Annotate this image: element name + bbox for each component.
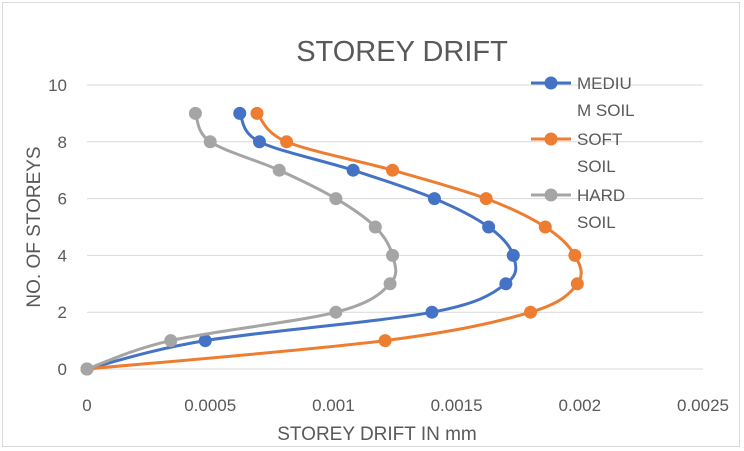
legend-label: HARD: [577, 186, 625, 205]
data-point: [570, 277, 584, 291]
data-point: [280, 135, 294, 149]
data-point: [427, 192, 441, 206]
data-point: [538, 220, 552, 234]
x-tick-label: 0: [82, 396, 91, 415]
y-tick-label: 6: [58, 190, 67, 209]
data-point: [203, 135, 217, 149]
x-axis-title: STOREY DRIFT IN mm: [277, 424, 477, 445]
series-line: [86, 112, 583, 371]
legend-label: MEDIU: [577, 74, 632, 93]
legend-marker: [544, 132, 558, 146]
series-group: [80, 106, 584, 376]
data-point: [272, 163, 286, 177]
y-axis-title: NO. OF STOREYS: [24, 146, 45, 307]
legend-label: SOFT: [577, 130, 622, 149]
data-point: [252, 135, 266, 149]
y-tick-label: 8: [58, 133, 67, 152]
legend: MEDIU M SOIL SOFT SOIL HARD SOIL: [531, 74, 635, 232]
legend-label: M SOIL: [577, 101, 635, 120]
data-point: [368, 220, 382, 234]
series-soft-soil: [80, 106, 584, 376]
series-hard-soil: [80, 106, 400, 376]
data-point: [499, 277, 513, 291]
data-point: [188, 106, 202, 120]
legend-label: SOIL: [577, 213, 616, 232]
data-point: [383, 277, 397, 291]
data-point: [198, 334, 212, 348]
data-point: [378, 334, 392, 348]
y-tick-label: 2: [58, 303, 67, 322]
y-tick-label: 0: [58, 360, 67, 379]
chart-title: STOREY DRIFT: [296, 36, 508, 68]
legend-item: MEDIU M SOIL: [531, 74, 635, 120]
x-axis-ticks: 0 0.0005 0.001 0.0015 0.002 0.0025: [82, 396, 729, 415]
y-tick-label: 10: [48, 76, 67, 95]
legend-item: SOFT SOIL: [531, 130, 622, 176]
data-point: [164, 334, 178, 348]
legend-marker: [544, 188, 558, 202]
series-medium-soil: [80, 106, 520, 376]
data-point: [346, 163, 360, 177]
x-tick-label: 0.0005: [184, 396, 236, 415]
data-point: [482, 220, 496, 234]
x-tick-label: 0.0015: [431, 396, 483, 415]
x-tick-label: 0.002: [559, 396, 602, 415]
data-point: [233, 106, 247, 120]
data-point: [524, 305, 538, 319]
x-tick-label: 0.0025: [677, 396, 729, 415]
chart-area: STOREY DRIFT 0 2 4 6 8 10 0 0.0005 0.001 0.0015 0…: [2, 2, 740, 447]
legend-label: SOIL: [577, 157, 616, 176]
data-point: [479, 192, 493, 206]
data-point: [250, 106, 264, 120]
y-axis-ticks: 0 2 4 6 8 10: [48, 76, 67, 379]
data-point: [329, 192, 343, 206]
legend-item: HARD SOIL: [531, 186, 625, 232]
data-point: [386, 163, 400, 177]
x-tick-label: 0.001: [312, 396, 355, 415]
data-point: [425, 305, 439, 319]
series-line: [86, 112, 398, 371]
y-tick-label: 4: [58, 246, 67, 265]
data-point: [80, 362, 94, 376]
data-point: [329, 305, 343, 319]
data-point: [568, 248, 582, 262]
data-point: [506, 248, 520, 262]
data-point: [386, 248, 400, 262]
legend-marker: [544, 76, 558, 90]
